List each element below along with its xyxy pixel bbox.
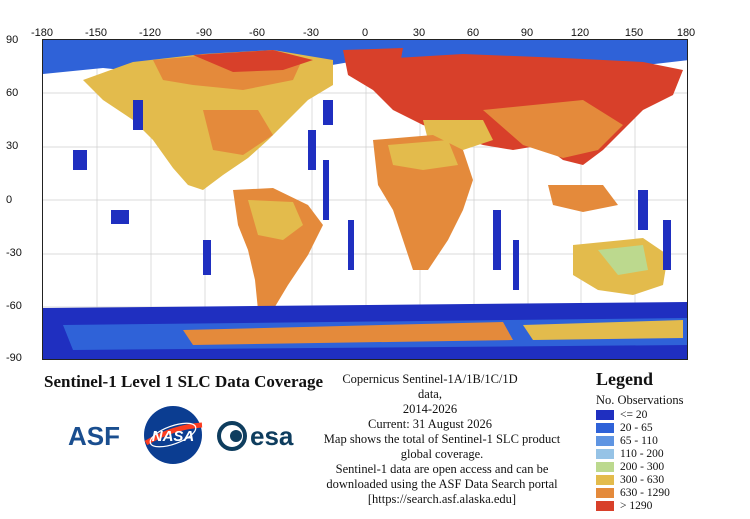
legend-label: > 1290 [620, 499, 653, 512]
map-title: Sentinel-1 Level 1 SLC Data Coverage [44, 372, 324, 391]
esa-logo-text: esa [250, 421, 294, 451]
legend-item: 20 - 65 [596, 421, 736, 434]
legend-item: 110 - 200 [596, 447, 736, 460]
lon-tick: 0 [361, 27, 369, 39]
legend-label: <= 20 [620, 408, 648, 421]
legend-item: 300 - 630 [596, 473, 736, 486]
lon-tick: -30 [303, 27, 319, 39]
map-canvas [43, 40, 687, 359]
info-line: Copernicus Sentinel-1A/1B/1C/1D data, [342, 372, 518, 401]
legend-label: 630 - 1290 [620, 486, 670, 499]
legend-swatch [596, 448, 614, 459]
legend-label: 20 - 65 [620, 421, 653, 434]
description-block: Map shows the total of Sentinel-1 SLC pr… [322, 432, 562, 507]
lat-tick: 90 [6, 34, 19, 46]
legend-swatch [596, 435, 614, 446]
lon-tick: 90 [520, 27, 534, 39]
lat-tick: -90 [6, 352, 22, 364]
legend-label: 110 - 200 [620, 447, 664, 460]
lon-tick: -60 [249, 27, 265, 39]
info-line: Current: 31 August 2026 [368, 417, 492, 431]
legend-swatch [596, 474, 614, 485]
lon-tick: 180 [676, 27, 696, 39]
esa-logo: esa [217, 421, 294, 451]
legend-label: 200 - 300 [620, 460, 665, 473]
lon-tick: -120 [138, 27, 162, 39]
lon-tick: 30 [412, 27, 426, 39]
description-line: downloaded using the ASF Data Search por… [326, 477, 558, 491]
lat-tick: 0 [6, 194, 13, 206]
description-line: [https://search.asf.alaska.edu] [367, 492, 517, 506]
description-line: global coverage. [400, 447, 484, 461]
nasa-logo-text: NASA [152, 428, 195, 445]
legend-label: 300 - 630 [620, 473, 665, 486]
legend: Legend No. Observations <= 20 20 - 65 65 -… [596, 369, 736, 512]
legend-item: 65 - 110 [596, 434, 736, 447]
lon-tick: -180 [30, 27, 54, 39]
asf-logo-text: ASF [68, 421, 120, 451]
legend-swatch [596, 461, 614, 472]
description-line: Map shows the total of Sentinel-1 SLC pr… [323, 432, 561, 446]
lat-tick: 30 [6, 140, 19, 152]
legend-label: 65 - 110 [620, 434, 658, 447]
legend-item: > 1290 [596, 499, 736, 512]
legend-item: <= 20 [596, 408, 736, 421]
legend-items: <= 20 20 - 65 65 - 110 110 - 200 200 - 300 30… [596, 408, 736, 512]
lon-tick: -90 [196, 27, 212, 39]
lat-tick: 60 [6, 87, 19, 99]
lon-tick: 120 [570, 27, 590, 39]
coverage-map[interactable] [42, 39, 688, 360]
legend-subtitle: No. Observations [596, 393, 684, 407]
legend-swatch [596, 487, 614, 498]
info-block: Copernicus Sentinel-1A/1B/1C/1D data, 20… [330, 372, 530, 432]
legend-item: 200 - 300 [596, 460, 736, 473]
legend-swatch [596, 422, 614, 433]
legend-title: Legend [596, 369, 654, 389]
lon-tick: 60 [466, 27, 480, 39]
nasa-logo: NASA [144, 406, 203, 464]
asf-logo: ASF [68, 421, 120, 451]
lat-tick: -30 [6, 247, 22, 259]
logo-row: ASF NASA esa [60, 405, 310, 475]
info-line: 2014-2026 [402, 402, 458, 416]
legend-swatch [596, 409, 614, 420]
lon-tick: 150 [624, 27, 644, 39]
lat-tick: -60 [6, 300, 22, 312]
lon-tick: -150 [84, 27, 108, 39]
legend-item: 630 - 1290 [596, 486, 736, 499]
legend-swatch [596, 500, 614, 511]
description-line: Sentinel-1 data are open access and can … [335, 462, 549, 476]
